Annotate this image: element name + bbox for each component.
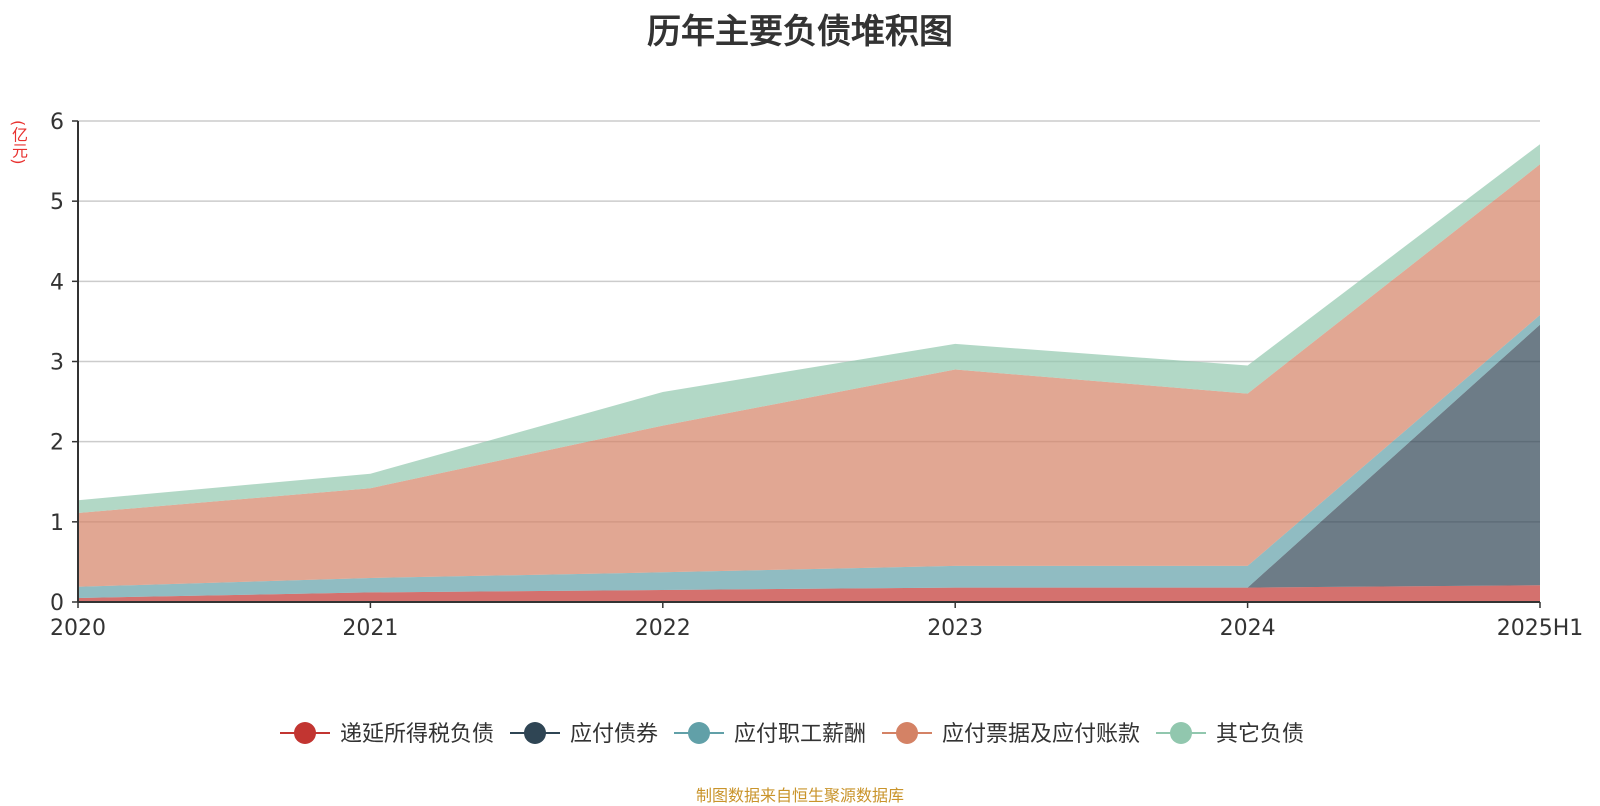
legend-label: 应付票据及应付账款 [942,722,1140,747]
legend[interactable]: 递延所得税负债 应付债券 应付职工薪酬 应付票据及应付账款 其它负债 [280,722,1304,747]
y-axis-unit-label: (亿元) [9,120,28,165]
axes: 0 1 2 3 4 5 6 2020 2021 2022 2023 2024 2025H1 [50,110,1583,641]
x-tick-label: 2020 [50,616,106,641]
legend-marker-icon [688,722,710,744]
legend-item-2[interactable]: 应付职工薪酬 [674,722,866,747]
area-series-1[interactable] [78,324,1540,598]
y-tick-label: 5 [50,190,64,215]
x-tick-label: 2023 [927,616,983,641]
y-tick-label: 2 [50,431,64,456]
y-tick-label: 1 [50,511,64,536]
legend-marker-icon [524,722,546,744]
x-tick-label: 2024 [1220,616,1276,641]
legend-marker-icon [1170,722,1192,744]
area-series-group [78,144,1540,602]
area-series-3[interactable] [78,164,1540,587]
y-tick-label: 0 [50,591,64,616]
legend-item-0[interactable]: 递延所得税负债 [280,722,494,747]
data-source-note: 制图数据来自恒生聚源数据库 [695,786,904,805]
x-tick-label: 2022 [635,616,691,641]
legend-label: 其它负债 [1216,722,1304,747]
legend-label: 应付职工薪酬 [734,722,866,747]
x-tick-label: 2021 [342,616,398,641]
x-tick-label: 2025H1 [1497,616,1584,641]
legend-item-1[interactable]: 应付债券 [510,722,658,747]
legend-marker-icon [896,722,918,744]
legend-label: 应付债券 [570,722,658,747]
y-tick-label: 3 [50,351,64,376]
legend-label: 递延所得税负债 [340,722,494,747]
legend-marker-icon [294,722,316,744]
y-tick-label: 6 [50,110,64,135]
area-series-0[interactable] [78,585,1540,602]
legend-item-4[interactable]: 其它负债 [1156,722,1304,747]
legend-item-3[interactable]: 应付票据及应付账款 [882,722,1140,747]
y-tick-label: 4 [50,270,64,295]
chart-title: 历年主要负债堆积图 [647,12,953,52]
